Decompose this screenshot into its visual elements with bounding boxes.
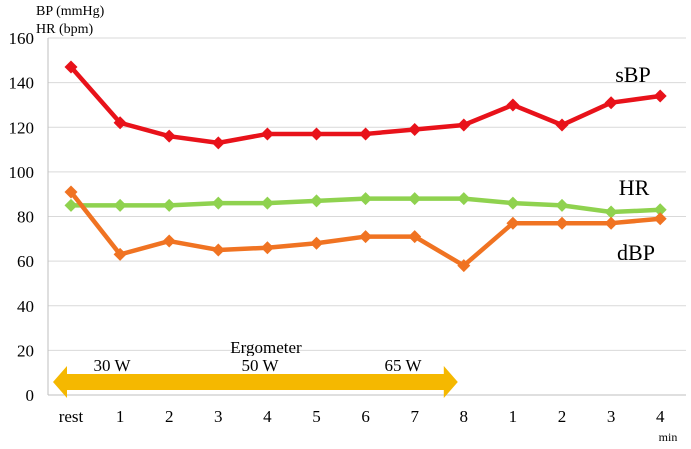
x-tick-label: 1 bbox=[509, 407, 518, 426]
series-label-sBP: sBP bbox=[615, 62, 650, 87]
series-label-dBP: dBP bbox=[617, 240, 655, 265]
y-tick-label: 0 bbox=[26, 386, 35, 405]
data-point-HR bbox=[260, 196, 274, 210]
data-point-sBP bbox=[260, 127, 274, 141]
data-point-dBP bbox=[64, 185, 78, 199]
x-tick-label: 6 bbox=[361, 407, 370, 426]
x-tick-label: 5 bbox=[312, 407, 321, 426]
data-point-sBP bbox=[653, 89, 667, 103]
data-point-HR bbox=[310, 194, 323, 208]
data-point-HR bbox=[211, 196, 225, 210]
data-point-HR bbox=[506, 196, 520, 210]
grid-layer bbox=[48, 37, 686, 351]
data-point-sBP bbox=[457, 118, 471, 132]
wattage-label: 30 W bbox=[94, 356, 132, 375]
data-point-dBP bbox=[113, 247, 127, 261]
data-point-dBP bbox=[211, 243, 225, 257]
data-point-dBP bbox=[359, 230, 373, 244]
axis-layer: 0 20 40 60 80 100 120 140 160 rest 1 2 3 4 5 6 7 8 1 2 3 4 bbox=[9, 29, 686, 426]
wattage-label: 65 W bbox=[385, 356, 423, 375]
data-point-dBP bbox=[162, 234, 176, 248]
data-point-HR bbox=[64, 198, 78, 212]
x-tick-label: 2 bbox=[165, 407, 174, 426]
x-tick-label: 4 bbox=[263, 407, 272, 426]
wattage-label-bg bbox=[380, 356, 426, 374]
data-point-dBP bbox=[653, 212, 667, 226]
label-layer: BP (mmHg) HR (bpm) min sBP HR dBP bbox=[36, 4, 677, 444]
y-tick-label: 160 bbox=[9, 29, 35, 48]
x-tick-label: 3 bbox=[607, 407, 616, 426]
y-tick-label: 100 bbox=[9, 163, 35, 182]
data-point-HR bbox=[162, 198, 176, 212]
data-point-sBP bbox=[555, 118, 569, 132]
data-point-HR bbox=[408, 192, 422, 206]
y-tick-label: 40 bbox=[17, 297, 34, 316]
data-point-dBP bbox=[604, 216, 618, 230]
ergometer-arrow bbox=[53, 366, 458, 398]
data-point-HR bbox=[359, 192, 373, 206]
x-axis-label: min bbox=[659, 430, 678, 444]
x-tick-label: 4 bbox=[656, 407, 665, 426]
y-tick-label: 80 bbox=[17, 208, 34, 227]
x-tick-label: rest bbox=[59, 407, 84, 426]
ergometer-title: Ergometer bbox=[230, 338, 302, 357]
data-point-sBP bbox=[113, 116, 127, 130]
wattage-label-bg bbox=[237, 356, 283, 374]
x-tick-label: 3 bbox=[214, 407, 223, 426]
y-tick-label: 120 bbox=[9, 118, 35, 137]
data-point-sBP bbox=[211, 136, 225, 150]
data-point-sBP bbox=[64, 60, 78, 74]
data-point-dBP bbox=[555, 216, 569, 230]
data-point-HR bbox=[113, 198, 127, 212]
y-axis-label-line: BP (mmHg) bbox=[36, 4, 105, 19]
y-tick-label: 140 bbox=[9, 74, 35, 93]
x-tick-label: 1 bbox=[116, 407, 125, 426]
wattage-label: 50 W bbox=[242, 356, 280, 375]
data-point-HR bbox=[604, 205, 618, 219]
y-tick-label: 60 bbox=[17, 252, 34, 271]
data-point-dBP bbox=[310, 236, 323, 250]
data-point-sBP bbox=[604, 96, 618, 110]
data-point-sBP bbox=[506, 98, 520, 112]
y-tick-label: 20 bbox=[17, 341, 34, 360]
series-label-HR: HR bbox=[619, 175, 650, 200]
series-layer bbox=[64, 60, 667, 273]
data-point-HR bbox=[555, 198, 569, 212]
data-point-dBP bbox=[260, 241, 274, 255]
x-tick-label: 2 bbox=[558, 407, 567, 426]
data-point-dBP bbox=[506, 216, 520, 230]
x-tick-label: 7 bbox=[410, 407, 419, 426]
annotation-layer: Ergometer 30 W 50 W 65 W bbox=[53, 338, 458, 398]
data-point-HR bbox=[457, 192, 471, 206]
data-point-sBP bbox=[408, 122, 422, 136]
data-point-dBP bbox=[408, 230, 422, 244]
wattage-label-bg bbox=[89, 356, 135, 374]
data-point-sBP bbox=[162, 129, 176, 143]
data-point-sBP bbox=[310, 127, 323, 141]
x-tick-label: 8 bbox=[460, 407, 469, 426]
data-point-dBP bbox=[457, 259, 471, 273]
y-axis-label-line: HR (bpm) bbox=[36, 22, 94, 37]
data-point-HR bbox=[653, 203, 667, 217]
data-point-sBP bbox=[359, 127, 373, 141]
